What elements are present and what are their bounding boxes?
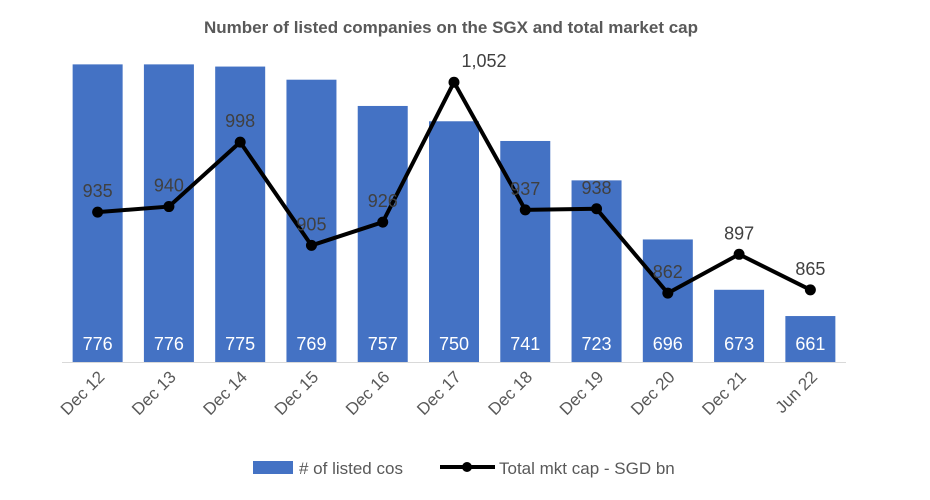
line-point — [733, 248, 745, 260]
chart-title: Number of listed companies on the SGX an… — [204, 18, 698, 37]
line-point — [519, 204, 531, 216]
legend-bar-label: # of listed cos — [299, 459, 403, 478]
line-value-label: 1,052 — [461, 51, 506, 71]
line-value-label: 905 — [296, 214, 326, 234]
x-tick-label: Dec 20 — [627, 367, 679, 419]
bar-value-label: 775 — [225, 334, 255, 354]
bar-value-label: 757 — [368, 334, 398, 354]
bar — [642, 239, 693, 362]
line-value-label: 865 — [795, 259, 825, 279]
line-value-label: 862 — [653, 262, 683, 282]
x-tick-label: Dec 17 — [413, 367, 465, 419]
x-tick-label: Dec 21 — [698, 367, 750, 419]
bar — [500, 140, 551, 362]
x-tick-label: Dec 14 — [199, 367, 251, 419]
x-tick-label: Dec 19 — [556, 367, 608, 419]
line-point — [804, 284, 816, 296]
bar-series: 776 776 775 769 757 750 741 723 696 673 661 — [72, 64, 836, 363]
line-point — [448, 76, 460, 88]
bar-value-label: 661 — [795, 334, 825, 354]
x-tick-label: Dec 12 — [57, 367, 109, 419]
bar — [429, 121, 479, 362]
bar-value-label: 776 — [154, 334, 184, 354]
x-tick-label: Dec 15 — [271, 367, 323, 419]
x-tick-label: Jun 22 — [772, 367, 822, 417]
bar-value-label: 776 — [83, 334, 113, 354]
legend: # of listed cos Total mkt cap - SGD bn — [253, 459, 675, 478]
line-point — [234, 136, 246, 148]
bar — [785, 316, 836, 362]
line-value-label: 926 — [368, 191, 398, 211]
line-point — [92, 206, 104, 218]
line-series: 935 940 998 905 926 1,052 937 938 862 897 865 — [83, 51, 825, 299]
legend-bar-swatch — [253, 461, 293, 474]
x-tick-label: Dec 18 — [485, 367, 537, 419]
line-value-label: 938 — [582, 178, 612, 198]
bar-value-label: 723 — [582, 334, 612, 354]
line-point — [305, 239, 317, 251]
line-point — [377, 216, 389, 228]
bar-value-label: 769 — [296, 334, 326, 354]
x-axis-ticks: Dec 12 Dec 13 Dec 14 Dec 15 Dec 16 Dec 17 Dec … — [57, 367, 821, 419]
bar — [714, 289, 765, 362]
line-point — [662, 287, 674, 299]
line-value-label: 940 — [154, 176, 184, 196]
bar-value-label: 673 — [724, 334, 754, 354]
line-value-label: 935 — [83, 181, 113, 201]
line-value-label: 897 — [724, 223, 754, 243]
bar — [357, 105, 408, 363]
x-tick-label: Dec 13 — [128, 367, 180, 419]
bar — [215, 66, 266, 362]
line-value-label: 937 — [510, 179, 540, 199]
line-point — [591, 203, 603, 215]
bar-value-label: 750 — [439, 334, 469, 354]
legend-line-marker — [462, 462, 472, 472]
bar-value-label: 741 — [510, 334, 540, 354]
bar-value-label: 696 — [653, 334, 683, 354]
x-tick-label: Dec 16 — [342, 367, 394, 419]
line-value-label: 998 — [225, 111, 255, 131]
legend-line-label: Total mkt cap - SGD bn — [499, 459, 675, 478]
line-point — [163, 201, 175, 213]
bar — [143, 64, 194, 363]
